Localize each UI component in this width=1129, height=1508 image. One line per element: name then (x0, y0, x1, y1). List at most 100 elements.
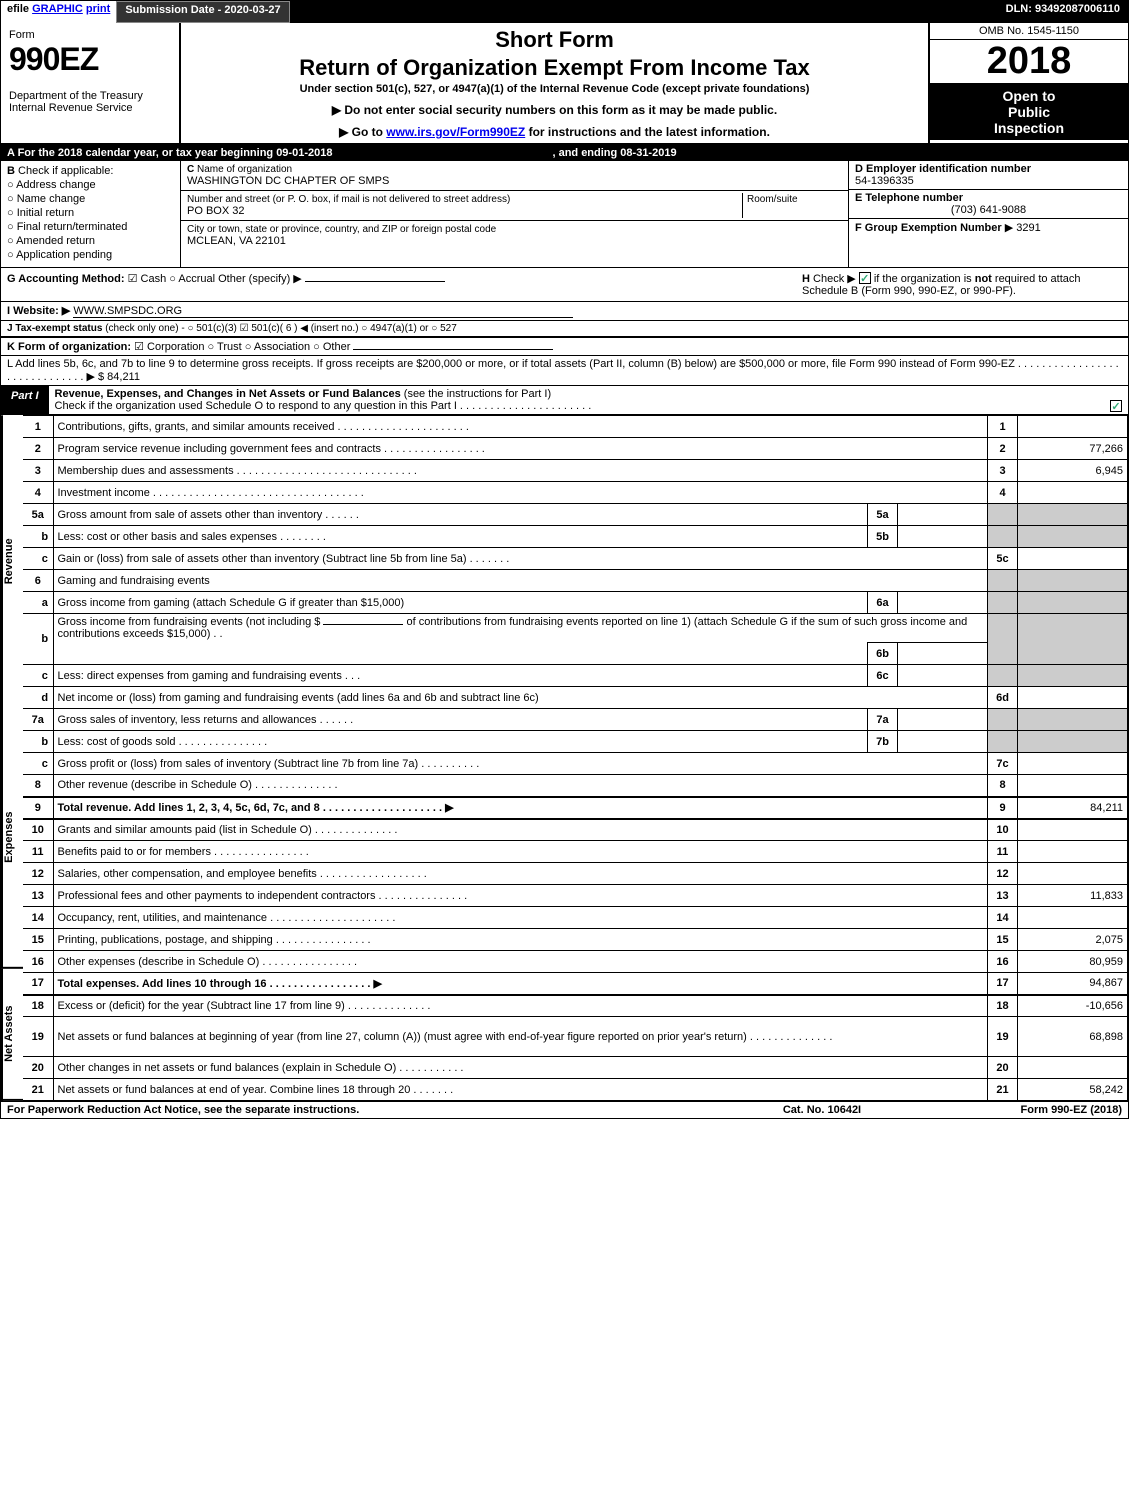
l6d-d: Net income or (loss) from gaming and fun… (53, 687, 988, 709)
l5b-n: b (23, 526, 53, 548)
l7a-grey (988, 709, 1018, 731)
department: Department of the Treasury Internal Reve… (9, 90, 171, 114)
l14-box: 14 (988, 907, 1018, 929)
l3-box: 3 (988, 460, 1018, 482)
header-right: OMB No. 1545-1150 2018 Open to Public In… (928, 23, 1128, 143)
entity-right: D Employer identification number 54-1396… (848, 161, 1128, 267)
dln: DLN: 93492087006110 (998, 1, 1128, 23)
h-checkbox[interactable]: ✓ (859, 272, 871, 284)
l21-n: 21 (23, 1079, 53, 1101)
chk-initial[interactable]: Initial return (7, 207, 174, 219)
l7b-d: Less: cost of goods sold . . . . . . . .… (53, 731, 868, 753)
goto-line: Go to www.irs.gov/Form990EZ for instruct… (189, 125, 920, 139)
line-l: L Add lines 5b, 6c, and 7b to line 9 to … (1, 356, 1128, 386)
lines-table-wrap: 1Contributions, gifts, grants, and simil… (23, 415, 1128, 1101)
l9-amt: 84,211 (1018, 797, 1128, 819)
l11-n: 11 (23, 841, 53, 863)
l3-n: 3 (23, 460, 53, 482)
g-accrual[interactable]: Accrual (178, 273, 215, 285)
sidebar-revenue: Revenue (1, 415, 23, 707)
line-h: H Check ▶ ✓ if the organization is not r… (802, 272, 1122, 297)
l6-greyamt (1018, 570, 1128, 592)
l10-amt (1018, 819, 1128, 841)
k-opts[interactable]: ☑ Corporation ○ Trust ○ Association ○ Ot… (134, 341, 350, 353)
l10-box: 10 (988, 819, 1018, 841)
l5a-d: Gross amount from sale of assets other t… (53, 504, 868, 526)
chk-address[interactable]: Address change (7, 179, 174, 191)
part1-check: Check if the organization used Schedule … (55, 400, 592, 412)
period-begin: A For the 2018 calendar year, or tax yea… (7, 147, 332, 159)
form-page: efile GRAPHIC print Submission Date - 20… (0, 0, 1129, 1119)
lines-container: Revenue Expenses Net Assets 1Contributio… (1, 415, 1128, 1101)
l11-d: Benefits paid to or for members . . . . … (53, 841, 988, 863)
city-label: City or town, state or province, country… (187, 224, 496, 235)
l3-d: Membership dues and assessments . . . . … (53, 460, 988, 482)
inspect-2: Public (934, 104, 1124, 120)
l2-amt: 77,266 (1018, 438, 1128, 460)
irs-link[interactable]: www.irs.gov/Form990EZ (386, 125, 525, 139)
print-link[interactable]: print (86, 3, 110, 15)
l7c-n: c (23, 753, 53, 775)
j-label: J Tax-exempt status (7, 323, 102, 334)
sidebar-expenses: Expenses (1, 707, 23, 969)
topbar-spacer (290, 1, 998, 23)
l15-d: Printing, publications, postage, and shi… (53, 929, 988, 951)
l4-amt (1018, 482, 1128, 504)
l6a-grey (988, 592, 1018, 614)
room-label: Room/suite (747, 194, 798, 205)
l10-n: 10 (23, 819, 53, 841)
footer-left: For Paperwork Reduction Act Notice, see … (7, 1104, 722, 1116)
chk-amended[interactable]: Amended return (7, 235, 174, 247)
form-number: 990EZ (9, 41, 171, 78)
line-g-left: G Accounting Method: ☑ Cash ○ Accrual Ot… (7, 272, 802, 297)
l-text: L Add lines 5b, 6c, and 7b to line 9 to … (7, 358, 1119, 383)
check-column: B Check if applicable: Address change Na… (1, 161, 181, 267)
tax-year: 2018 (930, 40, 1128, 84)
goto-post: for instructions and the latest informat… (525, 125, 770, 139)
l17-d-text: Total expenses. Add lines 10 through 16 … (58, 978, 382, 990)
g-cash[interactable]: Cash (141, 273, 167, 285)
l20-n: 20 (23, 1057, 53, 1079)
l1-n: 1 (23, 416, 53, 438)
l4-n: 4 (23, 482, 53, 504)
l17-d: Total expenses. Add lines 10 through 16 … (53, 973, 988, 995)
l16-amt: 80,959 (1018, 951, 1128, 973)
part1-checkbox[interactable]: ✓ (1110, 400, 1122, 412)
l6c-greyamt (1018, 665, 1128, 687)
city-row: City or town, state or province, country… (181, 221, 848, 251)
graphic-link[interactable]: GRAPHIC (32, 3, 83, 15)
l6b-ibox: 6b (868, 643, 898, 665)
l7a-d: Gross sales of inventory, less returns a… (53, 709, 868, 731)
l6a-n: a (23, 592, 53, 614)
l7a-iamt (898, 709, 988, 731)
l6d-amt (1018, 687, 1128, 709)
period-row: A For the 2018 calendar year, or tax yea… (1, 145, 1128, 161)
f-arrow: ▶ (1005, 222, 1013, 234)
l20-amt (1018, 1057, 1128, 1079)
chk-pending[interactable]: Application pending (7, 249, 174, 261)
l7b-n: b (23, 731, 53, 753)
l7c-amt (1018, 753, 1128, 775)
l4-d: Investment income . . . . . . . . . . . … (53, 482, 988, 504)
l9-n: 9 (23, 797, 53, 819)
l21-amt: 58,242 (1018, 1079, 1128, 1101)
l19-n: 19 (23, 1017, 53, 1057)
l1-d: Contributions, gifts, grants, and simila… (53, 416, 988, 438)
l5c-box: 5c (988, 548, 1018, 570)
footer-right: Form 990-EZ (2018) (922, 1104, 1122, 1116)
d-label: D Employer identification number (855, 163, 1031, 175)
l7a-ibox: 7a (868, 709, 898, 731)
l15-box: 15 (988, 929, 1018, 951)
g-other[interactable]: Other (specify) ▶ (218, 273, 302, 285)
l5a-iamt (898, 504, 988, 526)
l6b-spacer (53, 643, 868, 665)
chk-name[interactable]: Name change (7, 193, 174, 205)
ssn-warning: Do not enter social security numbers on … (189, 103, 920, 117)
chk-final[interactable]: Final return/terminated (7, 221, 174, 233)
l14-amt (1018, 907, 1128, 929)
l2-d: Program service revenue including govern… (53, 438, 988, 460)
header-left: Form 990EZ Department of the Treasury In… (1, 23, 181, 143)
l12-amt (1018, 863, 1128, 885)
l6a-greyamt (1018, 592, 1128, 614)
j-opts[interactable]: ○ 501(c)(3) ☑ 501(c)( 6 ) ◀ (insert no.)… (187, 323, 456, 334)
